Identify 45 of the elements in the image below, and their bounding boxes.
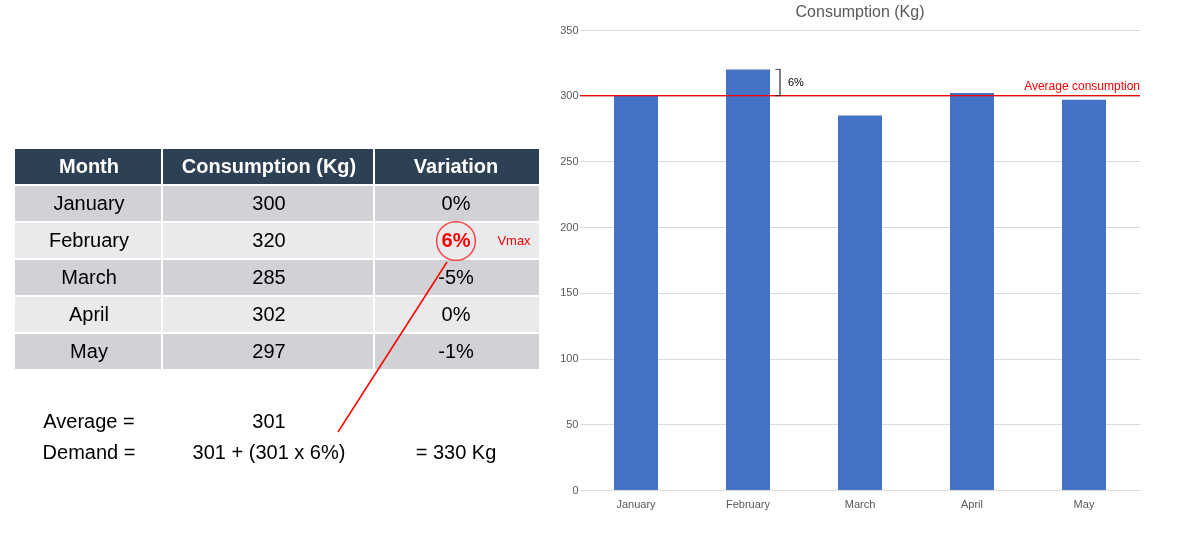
text: Consumption (Kg): [181, 155, 357, 177]
text: 302: [252, 303, 286, 325]
text: 6%: [441, 229, 471, 251]
text: -5%: [438, 266, 474, 288]
bar: [726, 69, 770, 490]
bar: [1062, 99, 1106, 490]
x-tick-label: January: [616, 497, 657, 510]
text: 0%: [441, 192, 471, 214]
bar: [614, 95, 658, 490]
chart-title: Consumption (Kg): [795, 3, 925, 20]
text: 0%: [441, 303, 471, 325]
x-tick-label: May: [1073, 497, 1095, 510]
y-tick-label: 0: [572, 483, 579, 496]
y-tick-label: 350: [560, 23, 579, 36]
text: 297: [252, 340, 286, 362]
x-tick-label: March: [844, 497, 876, 510]
text: Variation: [413, 155, 499, 177]
annotation: 6%: [788, 75, 805, 88]
y-tick-label: 100: [560, 352, 579, 365]
text: 285: [252, 266, 286, 288]
bar: [838, 115, 882, 490]
text: 301 + (301 x 6%): [192, 441, 346, 463]
text: = 330 Kg: [415, 441, 497, 463]
text: March: [61, 266, 117, 288]
y-tick-label: 50: [566, 417, 579, 430]
text: April: [68, 303, 110, 325]
text: 301: [252, 410, 286, 432]
x-tick-label: April: [960, 497, 984, 510]
y-tick-label: 300: [560, 89, 579, 102]
text: -1%: [438, 340, 474, 362]
y-tick-label: 250: [560, 154, 579, 167]
text: Vmax: [497, 233, 532, 248]
y-tick-label: 150: [560, 286, 579, 299]
text: 300: [252, 192, 286, 214]
text: Month: [59, 155, 119, 177]
bar: [950, 93, 994, 490]
text: 320: [252, 229, 286, 251]
y-tick-label: 200: [560, 220, 579, 233]
text: May: [70, 340, 108, 362]
ref-line-label: Average consumption: [1024, 78, 1140, 93]
text: Average =: [43, 410, 135, 432]
text: Demand =: [42, 441, 136, 463]
text: January: [53, 192, 125, 214]
x-tick-label: February: [725, 497, 771, 510]
text: February: [48, 229, 130, 251]
